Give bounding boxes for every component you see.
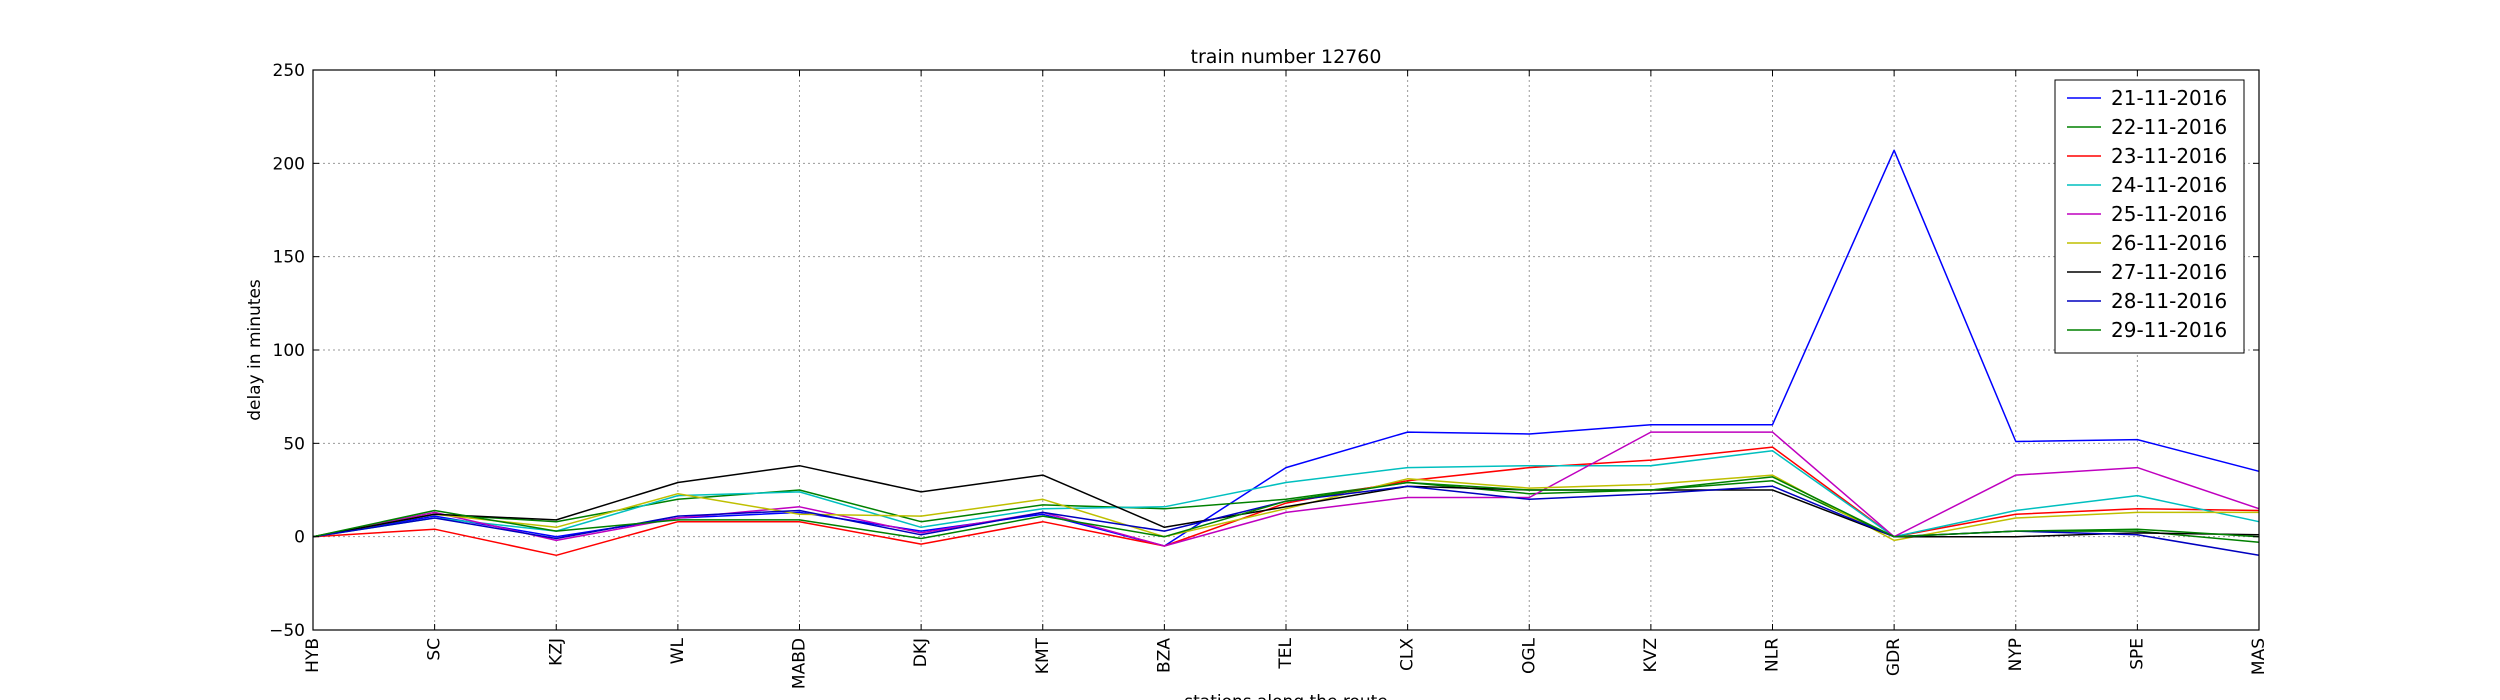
x-tick-label: TEL [1276,637,1296,669]
axis-ticks: −50 0 50 100 150 200 250 HYB SC KZJ WL MABD DKJ KMT BZ… [269,61,2269,689]
legend-label: 25-11-2016 [2111,202,2227,226]
y-tick-label: −50 [269,621,305,641]
legend-frame [2054,79,2245,354]
series-line [312,464,2260,538]
chart-title: train number 12760 [1191,46,1382,68]
x-tick-label: MAS [2249,638,2269,675]
y-tick-label: 200 [273,154,305,174]
series-line [312,431,2260,547]
x-tick-label: DKJ [911,638,931,667]
x-tick-label: KZJ [546,638,566,666]
legend-label: 22-11-2016 [2111,115,2227,139]
legend-label: 23-11-2016 [2111,144,2227,168]
x-tick-label: KMT [1033,637,1053,674]
legend-label: 27-11-2016 [2111,260,2227,284]
y-tick-label: 0 [294,528,305,548]
x-tick-label: KVZ [1641,638,1661,672]
y-tick-label: 150 [273,248,305,268]
x-tick-label: HYB [303,638,323,673]
legend-label: 26-11-2016 [2111,231,2227,255]
x-tick-label: OGL [1519,637,1539,674]
legend: 21-11-2016 22-11-2016 23-11-2016 24-11-2016… [2054,79,2245,354]
y-tick-label: 50 [283,434,305,454]
x-tick-label: CLX [1398,638,1418,671]
x-tick-label: WL [668,637,688,664]
legend-label: 24-11-2016 [2111,173,2227,197]
series-line [312,446,2260,557]
series-line [312,476,2260,540]
legend-label: 29-11-2016 [2111,318,2227,342]
y-tick-label: 100 [273,341,305,361]
x-tick-label: BZA [1154,638,1174,673]
y-axis-label: delay in minutes [245,279,265,421]
legend-label: 21-11-2016 [2111,86,2227,110]
y-tick-label: 250 [273,61,305,81]
series-line [312,474,2259,542]
x-tick-label: NYP [2006,638,2026,671]
x-axis-label: stations along the route [1184,692,1388,700]
series-lines [312,149,2260,557]
x-tick-label: GDR [1884,638,1904,676]
legend-label: 28-11-2016 [2111,289,2227,313]
x-tick-label: SPE [2127,638,2147,670]
x-tick-label: SC [425,638,445,661]
series-line [312,450,2260,538]
x-tick-label: MABD [790,638,810,689]
x-tick-label: NLR [1763,638,1783,672]
